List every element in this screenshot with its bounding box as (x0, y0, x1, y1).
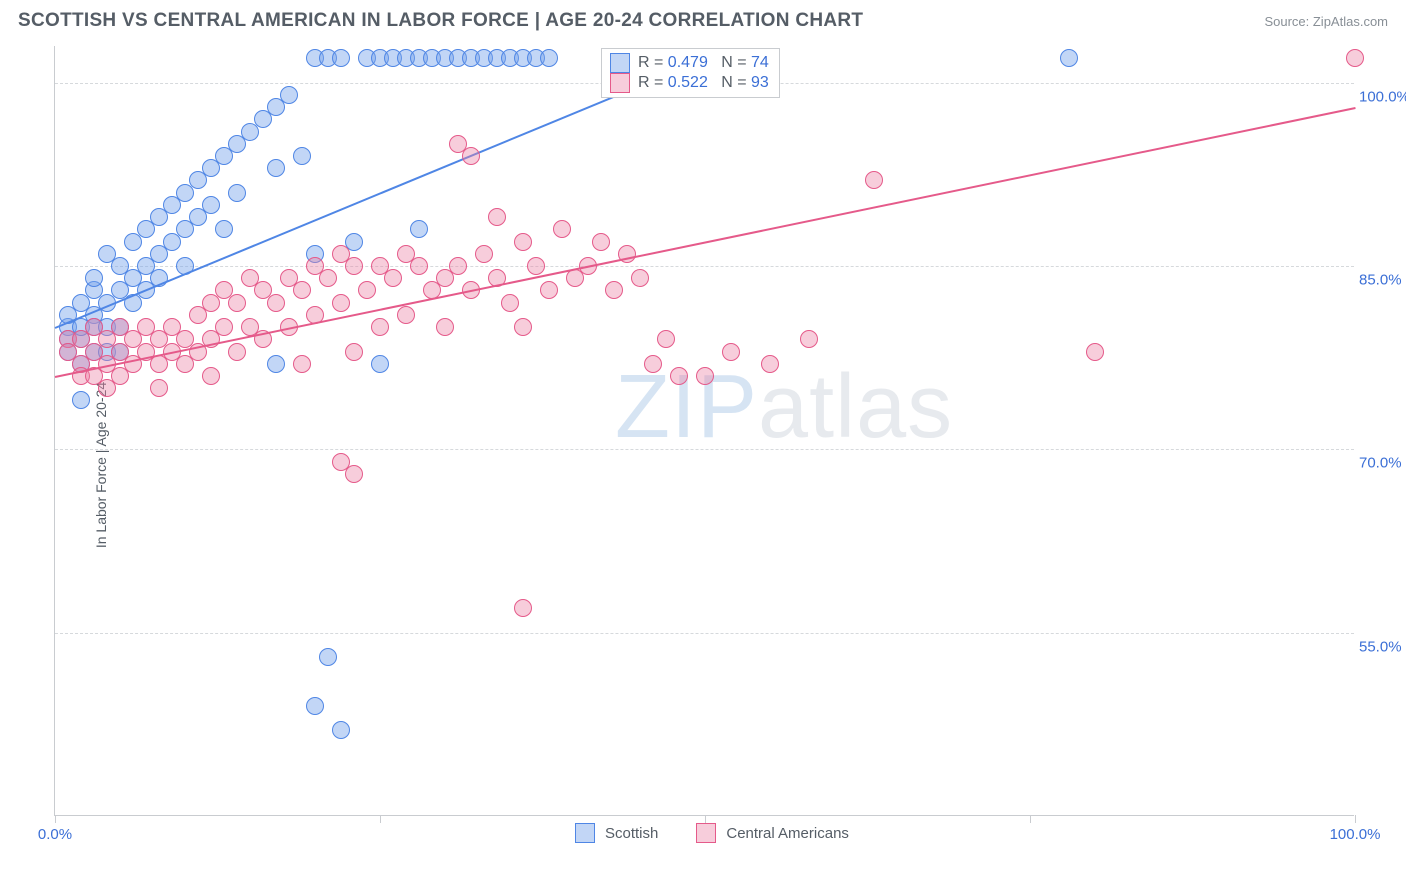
scatter-point (293, 355, 311, 373)
legend-label: Scottish (605, 825, 658, 842)
scatter-point (319, 269, 337, 287)
scatter-point (345, 257, 363, 275)
scatter-point (540, 49, 558, 67)
scatter-point (202, 196, 220, 214)
scatter-point (215, 318, 233, 336)
x-tick (1030, 815, 1031, 823)
scatter-point (488, 208, 506, 226)
legend-swatch (610, 73, 630, 93)
legend-row: R = 0.522 N = 93 (610, 73, 769, 93)
scatter-point (215, 220, 233, 238)
scatter-point (332, 294, 350, 312)
scatter-point (267, 159, 285, 177)
y-tick-label: 70.0% (1359, 455, 1406, 472)
legend-swatch (610, 53, 630, 73)
scatter-point (306, 697, 324, 715)
scatter-point (644, 355, 662, 373)
scatter-point (410, 257, 428, 275)
y-tick-label: 100.0% (1359, 88, 1406, 105)
scatter-point (228, 294, 246, 312)
y-tick-label: 55.0% (1359, 638, 1406, 655)
scatter-point (345, 343, 363, 361)
legend-label: Central Americans (726, 825, 849, 842)
scatter-point (371, 318, 389, 336)
scatter-point (202, 367, 220, 385)
scatter-point (449, 257, 467, 275)
scatter-point (1060, 49, 1078, 67)
trend-line (55, 107, 1355, 378)
scatter-point (280, 86, 298, 104)
scatter-point (722, 343, 740, 361)
plot-area: ZIPatlas 55.0%70.0%85.0%100.0%0.0%100.0%… (54, 46, 1354, 816)
scatter-point (1346, 49, 1364, 67)
x-tick (705, 815, 706, 823)
scatter-point (696, 367, 714, 385)
scatter-point (332, 721, 350, 739)
scatter-point (475, 245, 493, 263)
gridline (55, 633, 1354, 634)
scatter-point (800, 330, 818, 348)
scatter-point (670, 367, 688, 385)
scatter-point (267, 355, 285, 373)
watermark: ZIPatlas (615, 356, 953, 459)
scatter-point (514, 318, 532, 336)
scatter-point (267, 294, 285, 312)
scatter-point (540, 281, 558, 299)
scatter-point (865, 171, 883, 189)
scatter-point (293, 281, 311, 299)
legend-swatch (575, 823, 595, 843)
legend-stats: R = 0.479 N = 74 (638, 54, 769, 72)
source-label: Source: ZipAtlas.com (1264, 14, 1388, 29)
scatter-point (228, 184, 246, 202)
x-tick-label: 100.0% (1330, 826, 1381, 843)
scatter-point (384, 269, 402, 287)
gridline (55, 449, 1354, 450)
scatter-point (1086, 343, 1104, 361)
scatter-point (345, 465, 363, 483)
gridline (55, 266, 1354, 267)
scatter-point (462, 147, 480, 165)
scatter-point (501, 294, 519, 312)
x-tick (55, 815, 56, 823)
legend-stats: R = 0.522 N = 93 (638, 74, 769, 92)
chart-container: In Labor Force | Age 20-24 ZIPatlas 55.0… (0, 42, 1406, 887)
scatter-point (514, 233, 532, 251)
scatter-point (631, 269, 649, 287)
scatter-point (358, 281, 376, 299)
x-tick (380, 815, 381, 823)
x-tick-label: 0.0% (38, 826, 72, 843)
scatter-point (527, 257, 545, 275)
watermark-atlas: atlas (758, 357, 953, 457)
scatter-point (436, 318, 454, 336)
scatter-point (397, 306, 415, 324)
x-tick (1355, 815, 1356, 823)
scatter-point (150, 379, 168, 397)
scatter-point (371, 355, 389, 373)
scatter-point (85, 269, 103, 287)
scatter-point (514, 599, 532, 617)
scatter-point (761, 355, 779, 373)
y-tick-label: 85.0% (1359, 272, 1406, 289)
scatter-point (410, 220, 428, 238)
scatter-point (657, 330, 675, 348)
scatter-point (293, 147, 311, 165)
scatter-point (592, 233, 610, 251)
legend-row: R = 0.479 N = 74 (610, 53, 769, 73)
scatter-point (332, 49, 350, 67)
scatter-point (605, 281, 623, 299)
correlation-legend: R = 0.479 N = 74 R = 0.522 N = 93 (601, 48, 780, 98)
scatter-point (228, 343, 246, 361)
scatter-point (553, 220, 571, 238)
chart-title: SCOTTISH VS CENTRAL AMERICAN IN LABOR FO… (18, 10, 863, 32)
scatter-point (319, 648, 337, 666)
scatter-point (72, 391, 90, 409)
series-legend: Scottish Central Americans (575, 823, 877, 843)
legend-swatch (696, 823, 716, 843)
